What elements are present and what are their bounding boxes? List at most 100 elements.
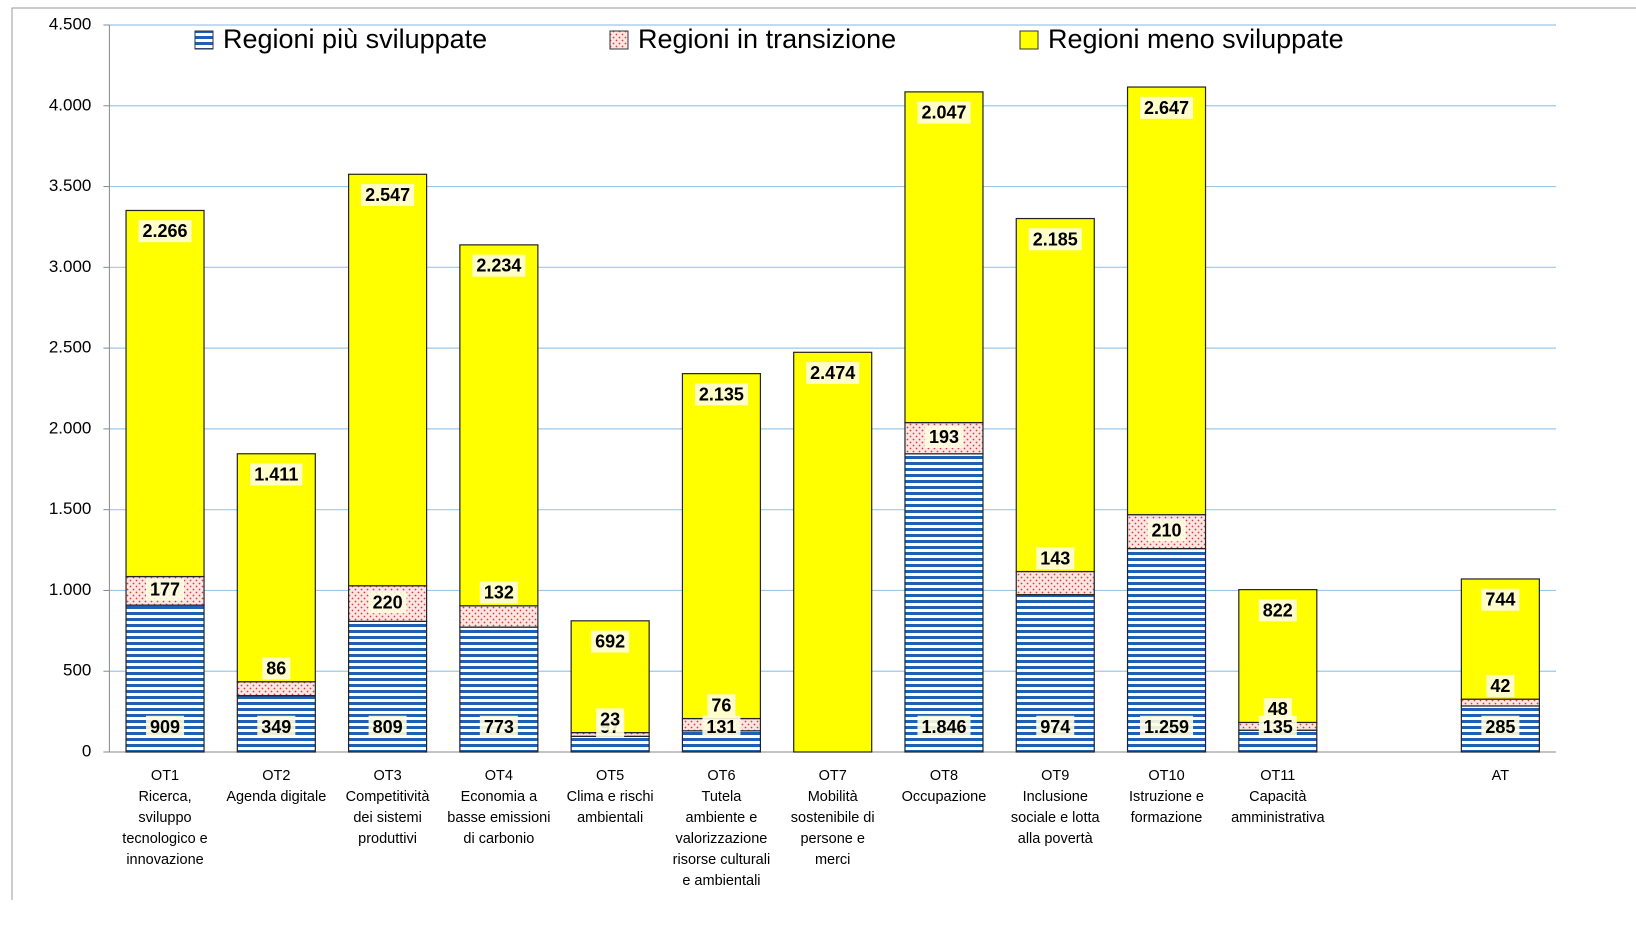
data-label-bg: [250, 463, 303, 486]
data-label-bg: [806, 362, 860, 385]
data-label-bg: [146, 578, 185, 601]
x-tick-label: OT10 Istruzione e formazione: [1129, 768, 1204, 826]
data-label-bg: [1481, 588, 1520, 611]
data-label: 974: [1040, 717, 1070, 737]
data-label-bg: [596, 708, 625, 731]
x-tick-label: OT5 Clima e rischi ambientali: [566, 768, 654, 826]
data-label: 692: [595, 632, 625, 652]
data-label: 909: [150, 717, 180, 737]
data-label-bg: [1258, 599, 1297, 622]
bar-segment: [1015, 570, 1095, 596]
data-label-bg: [146, 715, 185, 738]
legend-swatch: [1019, 30, 1039, 50]
data-label-bg: [1140, 96, 1194, 119]
data-label: 822: [1263, 600, 1293, 620]
bar-segment: [570, 735, 650, 753]
legend-item: Regioni in transizione: [609, 24, 896, 54]
data-label-bg: [472, 254, 526, 277]
data-label: 86: [266, 658, 286, 678]
x-tick-label: OT11 Capacità amministrativa: [1231, 768, 1325, 826]
x-tick-label: OT6 Tutela ambiente e valorizzazione ris…: [672, 768, 771, 889]
data-label-bg: [479, 581, 518, 604]
y-tick-label: 4.000: [49, 95, 92, 114]
data-label: 1.846: [921, 717, 966, 737]
x-tick-label: OT4 Economia a basse emissioni di carbon…: [447, 768, 551, 847]
legend-swatch: [194, 30, 214, 50]
x-tick-label: AT: [1491, 768, 1510, 784]
data-label: 2.547: [365, 185, 410, 205]
data-label: 773: [484, 717, 514, 737]
bar-segment: [793, 351, 873, 753]
data-label-bg: [917, 101, 971, 124]
data-label-bg: [702, 715, 741, 738]
data-label: 1.259: [1144, 717, 1189, 737]
data-label: 2.647: [1144, 98, 1189, 118]
legend-label: Regioni in transizione: [638, 24, 896, 54]
data-label: 220: [373, 592, 403, 612]
data-label-bg: [1036, 547, 1075, 570]
data-label-bg: [1036, 715, 1075, 738]
data-label-bg: [707, 694, 736, 717]
data-label-bg: [361, 184, 415, 207]
data-label-bg: [368, 715, 407, 738]
data-label: 193: [929, 427, 959, 447]
bar-segment: [459, 605, 539, 628]
data-label-bg: [1486, 674, 1515, 697]
y-tick-label: 2.000: [49, 418, 92, 437]
y-tick-label: 500: [63, 661, 91, 680]
legend-label: Regioni più sviluppate: [223, 24, 487, 54]
bar-segment: [1460, 698, 1540, 707]
data-label-bg: [591, 630, 630, 653]
data-label: 177: [150, 580, 180, 600]
data-label: 135: [1263, 717, 1293, 737]
data-label-bg: [924, 425, 964, 448]
bar-segment: [681, 373, 762, 720]
y-tick-label: 3.500: [49, 176, 92, 195]
bar-segment: [1015, 217, 1095, 573]
data-label: 744: [1485, 590, 1515, 610]
bar-segment: [904, 453, 984, 753]
data-label-bg: [257, 715, 296, 738]
data-label: 48: [1268, 699, 1288, 719]
bar-segment: [347, 173, 428, 587]
bar-segment: [904, 91, 984, 424]
data-label: 2.234: [476, 256, 521, 276]
data-label: 131: [706, 717, 736, 737]
y-tick-label: 1.000: [49, 580, 92, 599]
legend-item: Regioni più sviluppate: [194, 24, 487, 54]
x-tick-label: OT3 Competitività dei sistemi produttivi: [345, 768, 430, 847]
data-label: 349: [261, 717, 291, 737]
data-label-bg: [1140, 715, 1194, 738]
x-tick-label: OT2 Agenda digitale: [226, 768, 327, 805]
data-label: 809: [373, 717, 403, 737]
data-label-bg: [479, 715, 518, 738]
data-label: 210: [1152, 520, 1182, 540]
data-label: 132: [484, 583, 514, 603]
x-tick-label: OT9 Inclusione sociale e lotta alla pove…: [1010, 768, 1100, 847]
y-tick-label: 2.500: [49, 338, 92, 357]
data-label-bg: [1481, 715, 1520, 738]
data-label-bg: [368, 591, 407, 614]
data-label-bg: [1258, 715, 1297, 738]
data-label: 2.047: [921, 103, 966, 123]
y-tick-label: 3.000: [49, 257, 92, 276]
data-label-bg: [917, 715, 971, 738]
data-label: 42: [1490, 676, 1510, 696]
legend-item: Regioni meno sviluppate: [1019, 24, 1344, 54]
data-label-bg: [1147, 519, 1186, 542]
bar-segment: [125, 209, 205, 578]
x-tick-label: OT7 Mobilità sostenibile di persone e me…: [790, 768, 875, 868]
data-label: 143: [1040, 548, 1070, 568]
bar-segment: [347, 620, 428, 753]
data-label: 2.474: [810, 363, 855, 383]
y-tick-label: 4.500: [49, 14, 92, 33]
data-label: 285: [1485, 717, 1515, 737]
bar-segment: [459, 244, 539, 607]
legend-swatch: [609, 30, 629, 50]
legend-label: Regioni meno sviluppate: [1048, 24, 1344, 54]
bar-segment: [236, 681, 316, 697]
y-tick-label: 0: [82, 741, 91, 760]
data-label-bg: [1028, 228, 1082, 251]
